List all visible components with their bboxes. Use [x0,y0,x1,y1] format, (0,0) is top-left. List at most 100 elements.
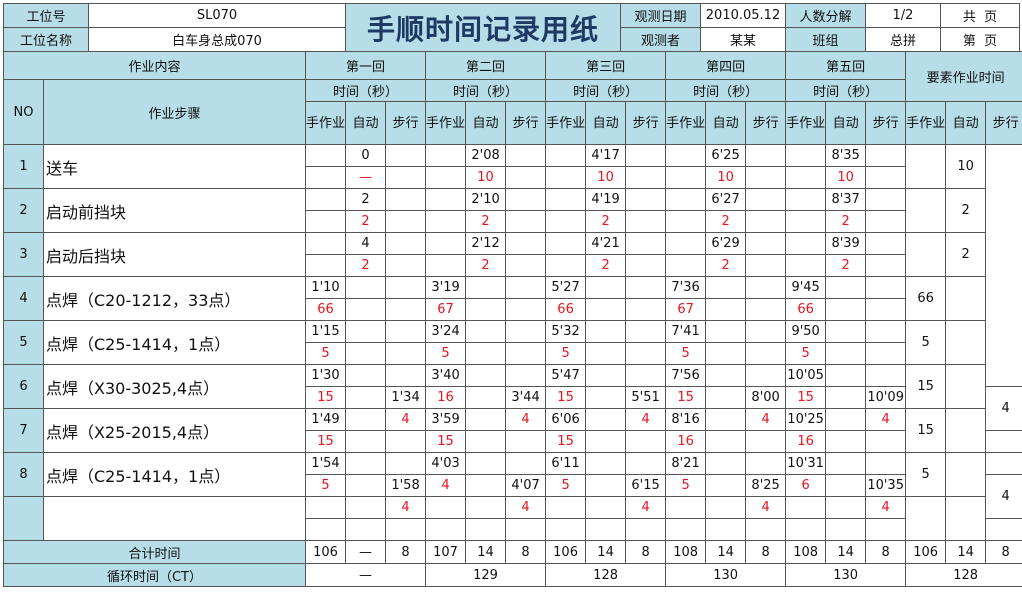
step-name: 点焊（X25-2015,4点） [42,408,307,453]
total-cell: 14 [465,540,507,564]
auto-time-cell [345,408,387,431]
hand-time-cell [305,144,347,167]
summary-walk-cell: 4 [985,386,1022,431]
walk-time-cell [745,342,787,365]
hand-time-cell [785,166,827,189]
walk-time-cell [385,144,427,167]
walk-time-cell: 4'07 [505,474,547,497]
station-name-value: 白车身总成070 [88,27,346,52]
walk-header: 步行 [385,101,427,145]
summary-auto-cell: 2 [945,188,987,233]
walk-time-cell: 4 [745,408,787,431]
total-cell: 107 [425,540,467,564]
auto-time-cell [465,496,507,519]
hand-time-cell: 66 [785,298,827,321]
time-unit-header: 时间（秒） [305,79,427,102]
auto-time-cell [705,342,747,365]
auto-time-cell [825,430,867,453]
hand-work-header: 手作业 [305,101,347,145]
table-row: 2 2 2 2 2 [4,254,1022,277]
hand-time-cell: 5 [305,474,347,497]
summary-hand-cell [905,144,947,189]
header-row: 手作业 自动 步行 手作业 自动 步行 手作业 自动 步行 手作业 自动 步行 手作业 自动 步行 手作业 自动… [4,101,1022,145]
hand-time-cell: 66 [545,298,587,321]
hand-time-cell [305,496,347,519]
auto-time-cell [585,452,627,475]
summary-walk-cell [985,452,1022,475]
hand-time-cell: 1'15 [305,320,347,343]
auto-time-cell: 2 [585,254,627,277]
sheet-header: 工位号 SL070 手顺时间记录用纸 观测日期 2010.05.12 人数分解 … [3,3,1020,52]
hand-time-cell: 5 [665,474,707,497]
auto-time-cell [585,474,627,497]
walk-time-cell [625,342,667,365]
walk-time-cell [625,518,667,541]
table-row: 66 67 66 67 66 [4,298,1022,321]
auto-time-cell [825,276,867,299]
hand-time-cell: 5 [305,342,347,365]
summary-cycle-time-cell: 128 [905,563,1022,587]
hand-time-cell [785,188,827,211]
total-cell: 106 [305,540,347,564]
walk-time-cell [625,364,667,387]
cycle-time-cell: 130 [665,563,787,587]
station-name-label: 工位名称 [3,27,89,52]
auto-time-cell [705,408,747,431]
step-name: 启动前挡块 [42,188,307,233]
table-row: 3 启动后挡块 4 2'12 4'21 6'29 8'39 2 [3,232,1022,277]
cycle-time-row: 循环时间（CT） —129 128 130 130 128 [2,563,1022,587]
total-cell: 106 [545,540,587,564]
auto-time-cell [465,430,507,453]
hand-time-cell: 16 [785,430,827,453]
hand-time-cell: 10'31 [785,452,827,475]
auto-time-cell: 6'29 [705,232,747,255]
auto-time-cell [585,320,627,343]
walk-time-cell [865,320,907,343]
hand-time-cell: 5 [545,342,587,365]
hand-time-cell: 8'21 [665,452,707,475]
auto-time-cell: 8'37 [825,188,867,211]
hand-time-cell: 5 [785,342,827,365]
walk-time-cell [745,210,787,233]
hand-time-cell: 8'16 [665,408,707,431]
auto-time-cell [345,364,387,387]
hand-time-cell: 67 [425,298,467,321]
hand-time-cell [665,210,707,233]
hand-time-cell [545,232,587,255]
cycle-time-label: 循环时间（CT） [2,563,307,587]
walk-time-cell: 4 [745,496,787,519]
table-row: 5 点焊（C25-1414，1点） 1'15 3'24 5'32 7'41 9'50 5 [3,320,1022,365]
auto-time-cell: 10 [585,166,627,189]
walk-time-cell [385,166,427,189]
hand-time-cell: 6'11 [545,452,587,475]
walk-time-cell [625,298,667,321]
auto-time-cell [465,298,507,321]
observer-label: 观测者 [620,27,701,52]
hand-time-cell [785,144,827,167]
table-row: 4 点焊（C20-1212，33点） 1'10 3'19 5'27 7'36 9'45 66 [3,276,1022,321]
auto-time-cell [705,452,747,475]
auto-time-cell [345,452,387,475]
auto-time-cell [585,342,627,365]
walk-time-cell [505,342,547,365]
auto-time-cell [705,320,747,343]
auto-time-cell: 2 [825,210,867,233]
walk-time-cell [745,298,787,321]
content-header: 作业内容 [2,51,307,80]
walk-time-cell: 4 [385,408,427,431]
walk-time-cell [505,166,547,189]
walk-time-cell: 10'35 [865,474,907,497]
hand-time-cell: 15 [665,386,707,409]
walk-time-cell [625,276,667,299]
auto-time-cell [585,496,627,519]
walk-time-cell [745,430,787,453]
hand-time-cell: 1'54 [305,452,347,475]
walk-time-cell: 8'25 [745,474,787,497]
walk-time-cell [865,210,907,233]
hand-time-cell [545,518,587,541]
walk-time-cell [625,210,667,233]
auto-time-cell [705,364,747,387]
hand-time-cell [545,254,587,277]
auto-time-cell [345,386,387,409]
walk-time-cell [625,320,667,343]
